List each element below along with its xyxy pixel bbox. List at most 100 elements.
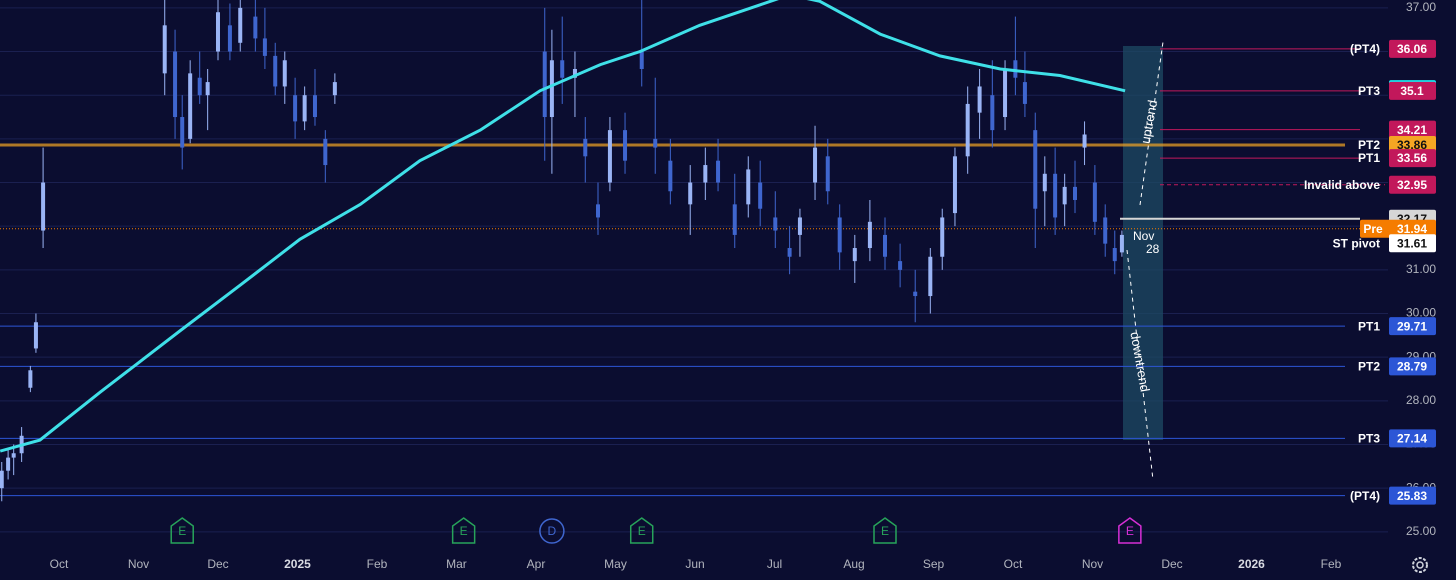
level-value: 29.71 (1397, 319, 1427, 333)
candle-body (173, 51, 178, 118)
x-tick-label: Jun (685, 557, 704, 571)
level-name: (PT4) (1350, 489, 1380, 503)
candle-body (332, 82, 337, 96)
level-name: Pre (1363, 222, 1383, 236)
badge (1389, 429, 1436, 448)
event-label: D (548, 524, 557, 538)
event-label: E (460, 524, 468, 538)
candle-body (913, 291, 918, 297)
candle-body (668, 160, 673, 192)
level-name: PT3 (1358, 432, 1380, 446)
candle-body (1062, 186, 1067, 205)
candle-body (0, 470, 4, 489)
badge (1360, 219, 1436, 238)
y-tick-label: 30.00 (1406, 306, 1436, 320)
level-name: Invalid above (1304, 178, 1380, 192)
y-tick-label: 25.00 (1406, 524, 1436, 538)
candle-body (302, 95, 307, 122)
event-marker (451, 517, 476, 544)
candle-body (1103, 217, 1108, 244)
level-name: PT1 (1358, 319, 1380, 333)
candles (0, 0, 1124, 502)
level-name: PT3 (1358, 84, 1380, 98)
x-tick-label: Aug (843, 557, 864, 571)
event-marker (1118, 517, 1142, 544)
candle-body (1092, 182, 1097, 222)
x-tick-label: Nov (128, 557, 149, 571)
candle-body (1082, 134, 1087, 148)
candle-body (928, 256, 933, 297)
level-name: PT2 (1358, 138, 1380, 152)
badge (1389, 357, 1436, 376)
candle-body (688, 182, 693, 205)
level-name: PT2 (1358, 360, 1380, 374)
candle-body (33, 322, 38, 349)
candle-body (1013, 60, 1018, 78)
level-value: 34.21 (1397, 123, 1427, 137)
y-tick-label: 37.00 (1406, 0, 1436, 14)
badge (1389, 234, 1436, 253)
x-tick-label: Sep (923, 557, 945, 571)
event-marker (170, 517, 194, 544)
candle-body (898, 261, 903, 270)
level-value: 35.1 (1400, 84, 1424, 98)
badge (1389, 39, 1436, 58)
candle-body (583, 138, 588, 157)
badge (1389, 317, 1436, 336)
candle-body (1112, 248, 1117, 262)
projection-box (1123, 46, 1163, 440)
settings-icon[interactable] (1412, 557, 1428, 573)
badge (1389, 149, 1436, 168)
candle-body (952, 156, 957, 214)
level-value: 33.86 (1397, 138, 1427, 152)
x-tick-label: May (604, 557, 627, 571)
candle-body (1042, 173, 1047, 192)
level-name: (PT4) (1350, 42, 1380, 56)
candle-body (852, 248, 857, 262)
event-label: E (881, 524, 889, 538)
level-lines (0, 48, 1388, 497)
candle-body (41, 182, 46, 231)
candle-body (542, 51, 547, 118)
y-tick-label: 31.00 (1406, 262, 1436, 276)
moving-average (0, 0, 1126, 453)
candle-body (607, 130, 612, 183)
candle-body (867, 221, 872, 249)
candle-body (787, 248, 792, 257)
candle-body (312, 95, 317, 118)
level-name: ST pivot (1333, 236, 1380, 250)
candle-body (215, 12, 220, 52)
badge (1389, 120, 1436, 139)
candle-body (1033, 130, 1038, 209)
event-marker (539, 518, 565, 544)
candle-body (197, 77, 202, 96)
candle-body (273, 55, 278, 87)
level-value: 33.56 (1397, 151, 1427, 165)
candle-body (653, 138, 658, 148)
x-tick-label: Oct (1004, 557, 1023, 571)
candle-body (977, 86, 982, 113)
candle-body (238, 7, 243, 43)
level-value: 32.95 (1397, 178, 1427, 192)
candle-body (797, 217, 802, 235)
downtrend-line (1126, 249, 1154, 481)
candle-body (1003, 68, 1008, 118)
badge (1389, 81, 1436, 100)
ma-line (0, 0, 1126, 453)
x-tick-label: Feb (367, 557, 388, 571)
badge (1389, 175, 1436, 194)
level-name: PT1 (1358, 151, 1380, 165)
x-tick-label: Dec (1161, 557, 1182, 571)
candle-body (323, 138, 328, 166)
candle-body (6, 457, 11, 471)
candle-body (11, 453, 16, 458)
candle-body (227, 25, 232, 52)
level-value: 27.14 (1397, 432, 1427, 446)
candle-body (746, 169, 751, 205)
candle-body (549, 60, 554, 118)
candle-body (188, 73, 193, 139)
candle-body (1073, 186, 1078, 200)
date-label: 28 (1146, 242, 1160, 256)
